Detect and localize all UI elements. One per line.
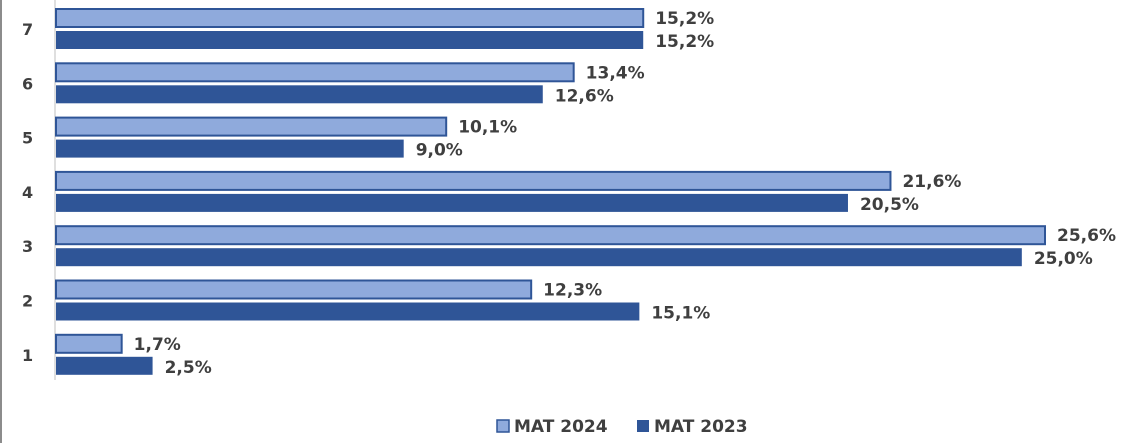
category-label-5: 5 xyxy=(22,129,33,148)
value-label-mat2023-cat1: 2,5% xyxy=(165,358,212,378)
value-label-mat2023-cat5: 9,0% xyxy=(416,141,463,161)
category-label-2: 2 xyxy=(22,292,33,311)
value-label-mat2023-cat2: 15,1% xyxy=(651,304,710,324)
bar-mat2024-cat4 xyxy=(55,170,892,191)
bar-mat2024-cat3 xyxy=(55,225,1046,246)
bar-mat2023-cat3 xyxy=(56,248,1022,267)
bar-mat2023-cat7 xyxy=(56,31,644,49)
category-label-1: 1 xyxy=(22,346,33,365)
legend-label-mat2023: MAT 2023 xyxy=(654,417,748,437)
value-label-mat2023-cat6: 12,6% xyxy=(555,86,614,106)
value-label-mat2024-cat2: 12,3% xyxy=(543,281,602,301)
legend-swatch-mat2023 xyxy=(637,420,649,432)
category-label-6: 6 xyxy=(22,74,33,93)
value-label-mat2024-cat7: 15,2% xyxy=(655,9,714,29)
category-label-3: 3 xyxy=(22,237,33,256)
bars-layer xyxy=(55,8,1046,375)
value-label-mat2024-cat3: 25,6% xyxy=(1057,226,1116,246)
legend-label-mat2024: MAT 2024 xyxy=(514,417,608,437)
bar-mat2023-cat6 xyxy=(56,85,543,104)
bar-mat2024-cat1 xyxy=(55,333,123,354)
bar-mat2024-cat2 xyxy=(55,279,533,300)
value-label-mat2024-cat5: 10,1% xyxy=(458,118,517,138)
bar-mat2024-cat6 xyxy=(55,62,575,83)
category-labels: 1 2 3 4 5 6 7 xyxy=(22,20,33,365)
value-label-mat2024-cat6: 13,4% xyxy=(586,63,645,83)
labels-layer: 1,7% 2,5% 12,3% 15,1% 25,6% 25,0% 21,6% 20,5% 10… xyxy=(134,9,1116,378)
value-label-mat2023-cat7: 15,2% xyxy=(655,32,714,52)
value-label-mat2024-cat4: 21,6% xyxy=(902,172,961,192)
value-label-mat2023-cat3: 25,0% xyxy=(1034,249,1093,269)
bar-mat2023-cat4 xyxy=(56,193,848,212)
bar-mat2024-cat7 xyxy=(55,8,645,28)
category-label-4: 4 xyxy=(22,183,33,202)
legend: MAT 2024 MAT 2023 xyxy=(496,417,748,437)
bar-mat2023-cat5 xyxy=(56,139,404,158)
value-label-mat2023-cat4: 20,5% xyxy=(860,195,919,215)
category-label-7: 7 xyxy=(22,20,33,39)
value-label-mat2024-cat1: 1,7% xyxy=(134,335,181,355)
bar-mat2023-cat2 xyxy=(56,302,640,321)
bar-mat2024-cat5 xyxy=(55,116,448,137)
legend-swatch-mat2024 xyxy=(496,419,510,433)
bar-mat2023-cat1 xyxy=(56,356,153,375)
